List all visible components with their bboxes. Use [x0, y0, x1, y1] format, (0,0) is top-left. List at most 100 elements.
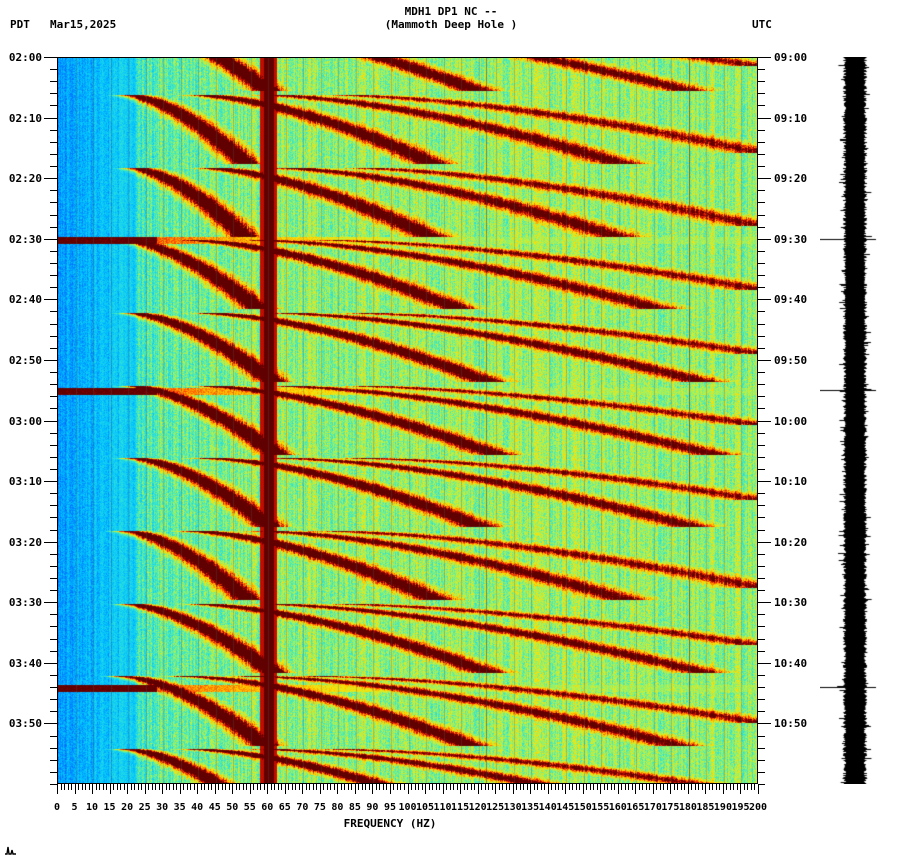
pdt-time-label: 03:40 [8, 657, 42, 670]
freq-minor-tick [281, 784, 282, 790]
axis-minor-tick [758, 748, 765, 749]
freq-minor-tick [124, 784, 125, 790]
frequency-tick-label: 195 [731, 802, 750, 813]
axis-major-tick [758, 421, 771, 422]
freq-minor-tick [579, 784, 580, 790]
waveform-glyph [5, 846, 16, 855]
axis-major-tick [44, 542, 57, 543]
utc-time-label: 09:20 [774, 172, 808, 185]
freq-minor-tick [222, 784, 223, 790]
frequency-tick-label: 20 [121, 802, 134, 813]
axis-major-tick [44, 178, 57, 179]
pdt-time-label: 02:30 [8, 233, 42, 246]
freq-minor-tick [446, 784, 447, 790]
freq-minor-tick [555, 784, 556, 790]
freq-minor-tick [572, 784, 573, 790]
axis-minor-tick [758, 263, 765, 264]
frequency-tick-label: 25 [138, 802, 151, 813]
frequency-tick-label: 10 [86, 802, 99, 813]
freq-minor-tick [635, 784, 636, 794]
axis-minor-tick [50, 384, 57, 385]
axis-minor-tick [50, 372, 57, 373]
frequency-tick-label: 100 [398, 802, 417, 813]
axis-minor-tick [758, 372, 765, 373]
axis-major-tick [758, 57, 771, 58]
axis-minor-tick [758, 590, 765, 591]
axis-minor-tick [50, 469, 57, 470]
freq-minor-tick [344, 784, 345, 790]
frequency-tick-label: 75 [313, 802, 326, 813]
frequency-tick-label: 65 [278, 802, 291, 813]
axis-minor-tick [758, 445, 765, 446]
freq-minor-tick [225, 784, 226, 790]
pdt-time-label: 02:00 [8, 51, 42, 64]
frequency-tick-label: 185 [696, 802, 715, 813]
station-subtitle: (Mammoth Deep Hole ) [384, 18, 518, 31]
freq-minor-tick [667, 784, 668, 790]
freq-minor-tick [429, 784, 430, 790]
axis-minor-tick [758, 578, 765, 579]
axis-major-tick [44, 663, 57, 664]
axis-minor-tick [758, 469, 765, 470]
freq-minor-tick [467, 784, 468, 790]
freq-minor-tick [246, 784, 247, 790]
axis-minor-tick [50, 566, 57, 567]
freq-minor-tick [432, 784, 433, 790]
freq-minor-tick [365, 784, 366, 790]
axis-minor-tick [50, 639, 57, 640]
freq-minor-tick [250, 784, 251, 794]
utc-time-label: 09:50 [774, 354, 808, 367]
freq-minor-tick [464, 784, 465, 790]
freq-minor-tick [527, 784, 528, 790]
axis-minor-tick [758, 130, 765, 131]
freq-minor-tick [474, 784, 475, 790]
frequency-tick-label: 140 [538, 802, 557, 813]
freq-minor-tick [562, 784, 563, 790]
freq-minor-tick [674, 784, 675, 790]
freq-minor-tick [684, 784, 685, 790]
freq-minor-tick [134, 784, 135, 790]
freq-minor-tick [534, 784, 535, 790]
frequency-tick-label: 160 [608, 802, 627, 813]
freq-minor-tick [393, 784, 394, 790]
freq-minor-tick [436, 784, 437, 790]
frequency-axis-title: FREQUENCY (HZ) [343, 817, 437, 830]
freq-minor-tick [162, 784, 163, 794]
axis-minor-tick [50, 215, 57, 216]
pdt-time-label: 02:20 [8, 172, 42, 185]
freq-minor-tick [131, 784, 132, 790]
freq-minor-tick [688, 784, 689, 794]
freq-minor-tick [152, 784, 153, 790]
freq-minor-tick [569, 784, 570, 790]
freq-minor-tick [64, 784, 65, 790]
axis-minor-tick [50, 493, 57, 494]
timezone-label-left: PDT [10, 18, 30, 31]
utc-time-label: 10:00 [774, 415, 808, 428]
axis-minor-tick [50, 760, 57, 761]
freq-minor-tick [460, 784, 461, 794]
spectrogram-plot[interactable] [57, 57, 758, 784]
axis-minor-tick [50, 590, 57, 591]
freq-minor-tick [68, 784, 69, 790]
freq-minor-tick [92, 784, 93, 794]
axis-major-tick [44, 360, 57, 361]
freq-minor-tick [495, 784, 496, 794]
axis-major-tick [44, 723, 57, 724]
axis-minor-tick [758, 142, 765, 143]
frequency-tick-label: 80 [331, 802, 344, 813]
axis-minor-tick [50, 675, 57, 676]
frequency-axis: FREQUENCY (HZ) 0 5 10 15 20 25 30 35 40 45 50 55 60 6… [0, 784, 902, 844]
freq-minor-tick [201, 784, 202, 790]
freq-minor-tick [646, 784, 647, 790]
freq-minor-tick [330, 784, 331, 790]
axis-minor-tick [758, 711, 765, 712]
axis-minor-tick [758, 530, 765, 531]
axis-major-tick [44, 602, 57, 603]
axis-minor-tick [50, 578, 57, 579]
frequency-tick-label: 45 [208, 802, 221, 813]
axis-minor-tick [50, 699, 57, 700]
freq-minor-tick [695, 784, 696, 790]
freq-minor-tick [120, 784, 121, 790]
axis-minor-tick [758, 651, 765, 652]
axis-minor-tick [50, 554, 57, 555]
